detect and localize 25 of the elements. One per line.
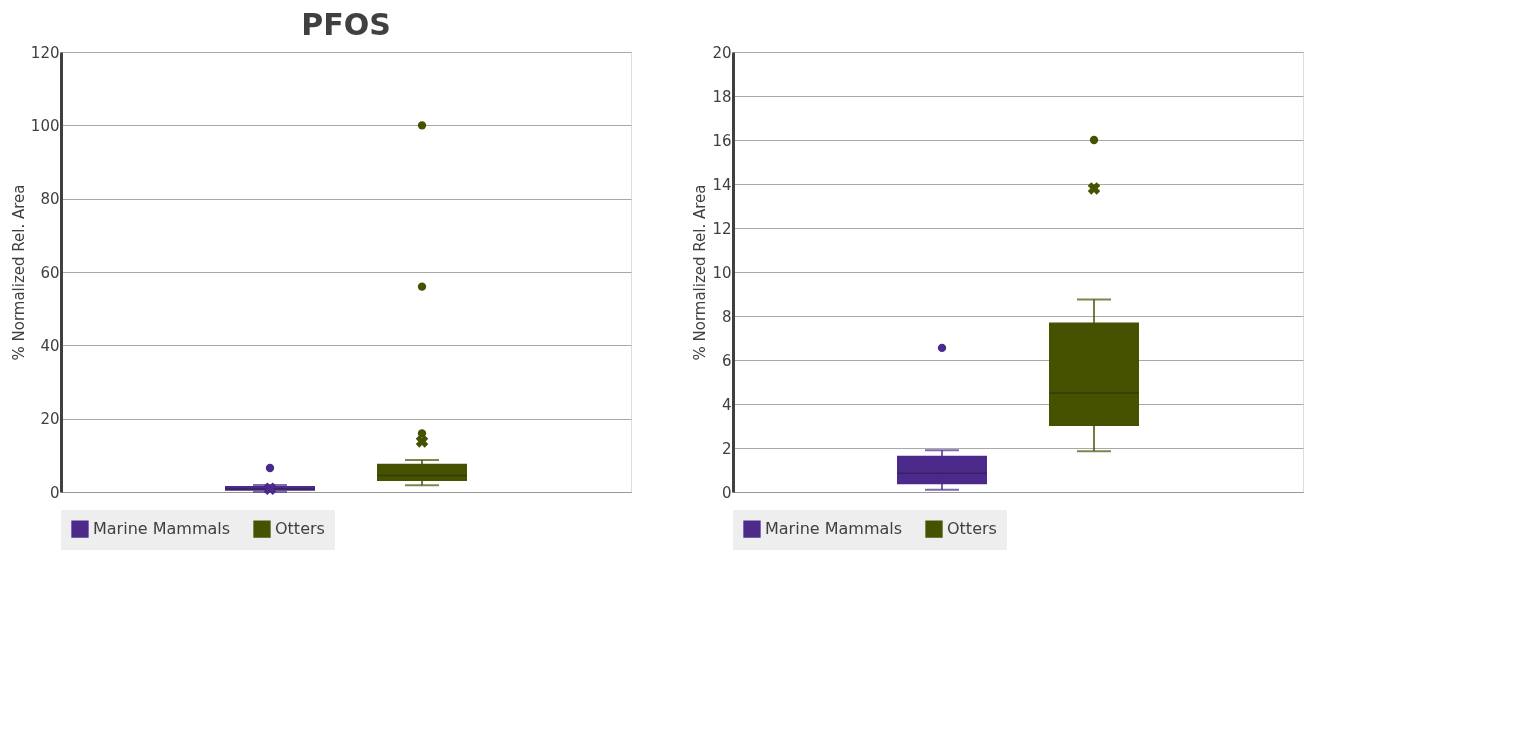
y-tick-label: 4 <box>721 395 732 414</box>
y-tick-label: 16 <box>712 131 732 150</box>
y-tick-label: 120 <box>30 43 60 62</box>
legend-label: Marine Mammals <box>93 519 231 539</box>
legend-label: Marine Mammals <box>765 519 903 539</box>
legend-label: Otters <box>275 519 325 539</box>
y-tick-label: 20 <box>712 43 732 62</box>
y-axis-title: % Normalized Rel. Area <box>9 184 28 361</box>
chart-title: PFOS <box>301 7 391 42</box>
y-tick-label: 0 <box>49 483 60 502</box>
y-tick-label: 12 <box>712 219 732 238</box>
y-tick-label: 2 <box>721 439 732 458</box>
y-tick-label: 18 <box>712 87 732 106</box>
y-tick-label: 8 <box>721 307 732 326</box>
y-tick-label: 20 <box>40 410 60 429</box>
y-tick-label: 10 <box>712 263 732 282</box>
y-tick-label: 6 <box>721 351 732 370</box>
y-tick-label: 80 <box>40 190 60 209</box>
y-axis-title: % Normalized Rel. Area <box>691 184 710 361</box>
y-tick-label: 14 <box>712 175 732 194</box>
y-tick-label: 100 <box>30 116 60 135</box>
y-tick-label: 0 <box>721 483 732 502</box>
y-tick-label: 40 <box>40 336 60 355</box>
y-tick-label: 60 <box>40 263 60 282</box>
legend-label: Otters <box>947 519 997 539</box>
